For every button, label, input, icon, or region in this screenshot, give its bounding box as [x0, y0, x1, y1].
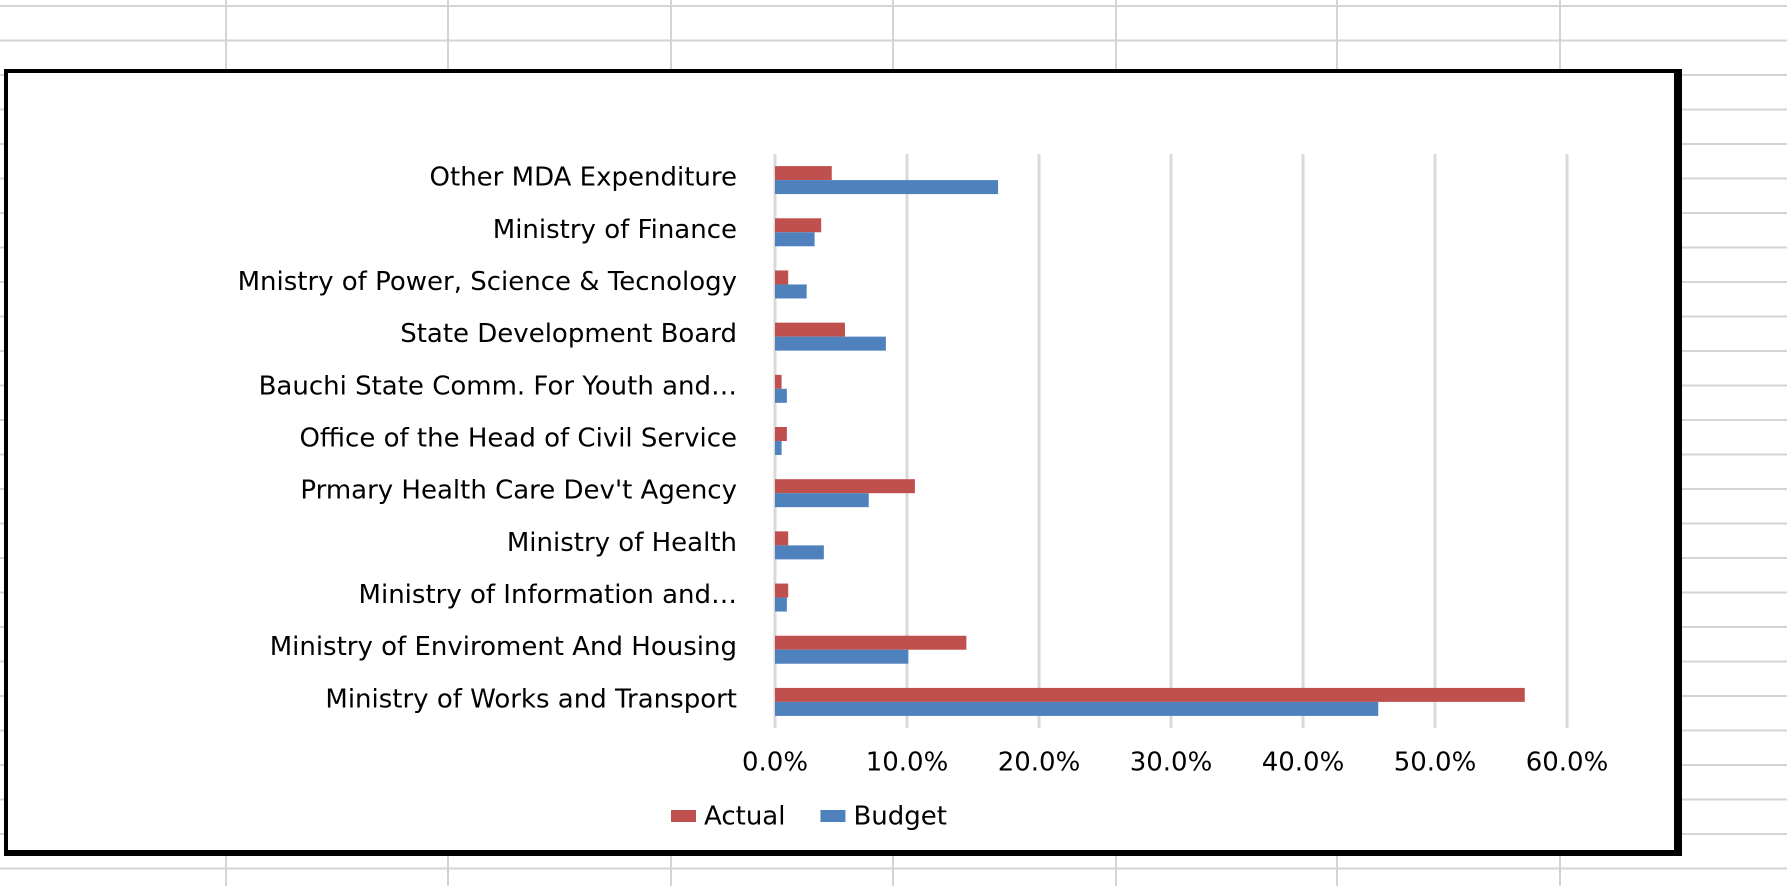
y-tick-label: Ministry of Enviroment And Housing [270, 632, 737, 662]
chart-area [4, 69, 1680, 854]
y-tick-label: Other MDA Expenditure [430, 163, 737, 193]
bar [775, 545, 824, 560]
legend-swatch [671, 810, 696, 822]
bar [775, 374, 782, 389]
y-tick-label: Bauchi State Comm. For Youth and… [259, 371, 737, 401]
bar [775, 531, 789, 546]
bar [775, 388, 787, 403]
x-tick-label: 10.0% [866, 748, 949, 778]
y-tick-label: Office of the Head of Civil Service [299, 424, 737, 454]
legend-swatch [820, 810, 846, 822]
bar [775, 166, 832, 181]
x-tick-label: 30.0% [1130, 748, 1213, 778]
bar [775, 180, 999, 195]
bar [775, 583, 789, 598]
bar [775, 701, 1379, 716]
y-tick-label: Ministry of Information and… [359, 580, 737, 610]
x-tick-label: 0.0% [742, 748, 808, 778]
bar [775, 270, 789, 285]
bar [775, 649, 909, 664]
y-tick-label: Ministry of Health [507, 528, 737, 558]
bar [775, 687, 1525, 702]
bar [775, 479, 915, 494]
bar [775, 597, 787, 612]
x-tick-label: 20.0% [998, 748, 1081, 778]
y-tick-label: Ministry of Works and Transport [325, 684, 737, 714]
legend-label: Budget [853, 802, 947, 832]
bar [775, 635, 967, 650]
bar [775, 427, 787, 441]
y-tick-label: Mnistry of Power, Science & Tecnology [238, 267, 737, 297]
y-tick-label: Ministry of Finance [493, 215, 737, 245]
y-tick-label: State Development Board [400, 319, 737, 349]
bar [775, 441, 782, 455]
bar [775, 232, 815, 247]
bar [775, 493, 869, 508]
x-tick-label: 50.0% [1394, 748, 1477, 778]
x-tick-label: 40.0% [1262, 748, 1345, 778]
legend-label: Actual [704, 802, 785, 832]
y-tick-label: Prmary Health Care Dev't Agency [300, 476, 737, 506]
x-tick-label: 60.0% [1526, 748, 1609, 778]
bar [775, 336, 886, 351]
bar [775, 284, 807, 299]
bar [775, 322, 845, 337]
bar [775, 218, 822, 233]
